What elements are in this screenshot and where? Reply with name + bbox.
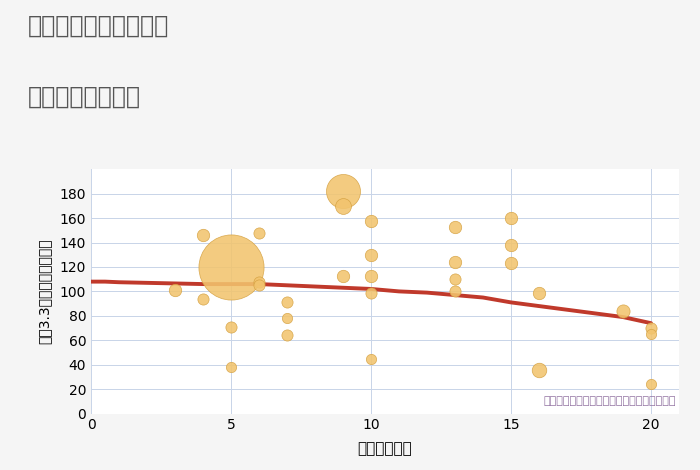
Point <box>365 217 377 224</box>
Point <box>281 314 293 322</box>
Point <box>365 251 377 258</box>
Text: 兵庫県西宮市鳴尾浜の: 兵庫県西宮市鳴尾浜の <box>28 14 169 38</box>
Point <box>337 202 349 210</box>
Point <box>281 298 293 306</box>
Point <box>449 275 461 283</box>
Point <box>281 332 293 339</box>
Point <box>225 323 237 330</box>
Point <box>365 272 377 279</box>
Point <box>645 324 657 332</box>
Point <box>253 282 265 289</box>
Point <box>505 259 517 267</box>
Point <box>253 278 265 285</box>
Point <box>225 363 237 371</box>
Text: 円の大きさは、取引のあった物件面積を示す: 円の大きさは、取引のあった物件面積を示す <box>544 396 676 406</box>
Point <box>197 231 209 239</box>
Point <box>365 355 377 362</box>
Point <box>617 307 629 315</box>
Point <box>533 289 545 297</box>
Point <box>449 223 461 230</box>
X-axis label: 駅距離（分）: 駅距離（分） <box>358 441 412 456</box>
Point <box>449 258 461 266</box>
Point <box>197 295 209 303</box>
Point <box>505 241 517 249</box>
Point <box>645 381 657 388</box>
Point <box>253 229 265 236</box>
Point <box>169 286 181 294</box>
Point <box>337 188 349 195</box>
Text: 駅距離別土地価格: 駅距離別土地価格 <box>28 85 141 109</box>
Y-axis label: 坪（3.3㎡）単価（万円）: 坪（3.3㎡）単価（万円） <box>37 239 51 344</box>
Point <box>533 366 545 373</box>
Point <box>365 289 377 297</box>
Point <box>337 272 349 279</box>
Point <box>225 263 237 271</box>
Point <box>505 214 517 222</box>
Point <box>645 330 657 338</box>
Point <box>449 288 461 295</box>
